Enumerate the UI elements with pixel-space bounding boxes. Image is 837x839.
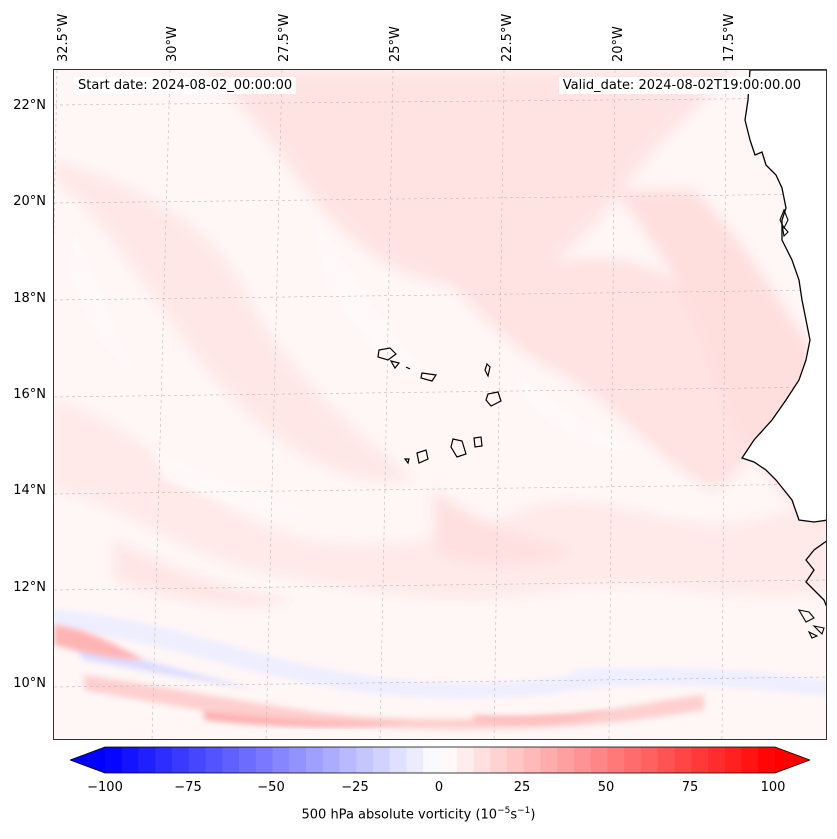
lat-label-14n: 14°N — [13, 483, 46, 498]
colorbar-swatch — [691, 747, 709, 773]
colorbar-swatch — [507, 747, 525, 773]
coastal-inlet — [779, 208, 789, 238]
lat-label-18n: 18°N — [13, 291, 46, 306]
colorbar-swatch — [590, 747, 608, 773]
colorbar-swatch — [473, 747, 491, 773]
southern-vorticity-band — [54, 610, 826, 730]
colorbar-tick-25: 25 — [513, 780, 531, 795]
colorbar-swatch — [440, 747, 458, 773]
colorbar-swatch — [289, 747, 307, 773]
colorbar-outline — [70, 746, 810, 774]
colorbar-swatch — [574, 747, 592, 773]
lon-label-30w: 30°W — [165, 26, 180, 62]
lon-label-20w: 20°W — [611, 26, 626, 62]
colorbar-swatch — [423, 747, 441, 773]
colorbar-swatch — [172, 747, 190, 773]
colorbar-swatch — [708, 747, 726, 773]
colorbar-swatch — [741, 747, 759, 773]
africa-coastline — [740, 70, 826, 523]
colorbar-swatch — [674, 747, 692, 773]
colorbar-swatch — [557, 747, 575, 773]
colorbar-swatch — [105, 747, 123, 773]
colorbar-swatch — [540, 747, 558, 773]
colorbar-swatch — [456, 747, 474, 773]
colorbar-tick-75: 75 — [681, 780, 699, 795]
colorbar-tick-100: 100 — [760, 780, 786, 795]
colorbar-swatch — [724, 747, 742, 773]
colorbar-swatch — [188, 747, 206, 773]
colorbar-swatch — [322, 747, 340, 773]
colorbar-tick-neg100: −100 — [87, 780, 123, 795]
colorbar-swatch — [641, 747, 659, 773]
lat-label-22n: 22°N — [13, 98, 46, 113]
colorbar-swatch — [306, 747, 324, 773]
colorbar-swatch — [624, 747, 642, 773]
colorbar-swatch — [356, 747, 374, 773]
colorbar-swatch — [607, 747, 625, 773]
cape-verde-islands — [377, 347, 502, 465]
colorbar-swatch — [523, 747, 541, 773]
colorbar-swatch — [373, 747, 391, 773]
colorbar-swatch — [155, 747, 173, 773]
lat-label-20n: 20°N — [13, 194, 46, 209]
graticule — [54, 70, 826, 739]
colorbar-swatch — [205, 747, 223, 773]
colorbar-swatch — [272, 747, 290, 773]
lat-label-12n: 12°N — [13, 580, 46, 595]
colorbar-swatch — [255, 747, 273, 773]
lat-label-10n: 10°N — [13, 676, 46, 691]
colorbar-swatch — [490, 747, 508, 773]
colorbar — [70, 746, 810, 774]
lon-label-17-5w: 17.5°W — [722, 13, 737, 62]
colorbar-tick-neg50: −50 — [257, 780, 285, 795]
colorbar-swatch — [758, 747, 776, 773]
lon-label-22-5w: 22.5°W — [500, 13, 515, 62]
colorbar-swatch — [339, 747, 357, 773]
colorbar-extend-max — [775, 747, 810, 773]
colorbar-swatch — [406, 747, 424, 773]
colorbar-label: 500 hPa absolute vorticity (10−5s−1) — [301, 806, 536, 823]
colorbar-swatch — [239, 747, 257, 773]
colorbar-tick-neg75: −75 — [174, 780, 202, 795]
valid-date-label: Valid_date: 2024-08-02T19:00:00.00 — [558, 77, 805, 94]
map-panel — [53, 69, 827, 740]
africa-coastline-south — [805, 540, 826, 607]
colorbar-swatch — [389, 747, 407, 773]
lon-label-25w: 25°W — [388, 26, 403, 62]
colorbar-swatch — [138, 747, 156, 773]
bijagos-islands — [797, 609, 825, 639]
colorbar-swatch — [121, 747, 139, 773]
colorbar-extend-min — [70, 747, 105, 773]
low-vorticity-streaks — [69, 220, 634, 513]
positive-vorticity-patches — [54, 70, 826, 607]
lon-label-32-5w: 32.5°W — [56, 13, 71, 62]
colorbar-swatch — [222, 747, 240, 773]
colorbar-tick-0: 0 — [434, 780, 444, 795]
colorbar-tick-50: 50 — [597, 780, 615, 795]
colorbar-tick-neg25: −25 — [341, 780, 369, 795]
lon-label-27-5w: 27.5°W — [277, 13, 292, 62]
colorbar-swatch — [657, 747, 675, 773]
vorticity-map — [54, 70, 826, 739]
start-date-label: Start date: 2024-08-02_00:00:00 — [74, 77, 297, 94]
lat-label-16n: 16°N — [13, 387, 46, 402]
